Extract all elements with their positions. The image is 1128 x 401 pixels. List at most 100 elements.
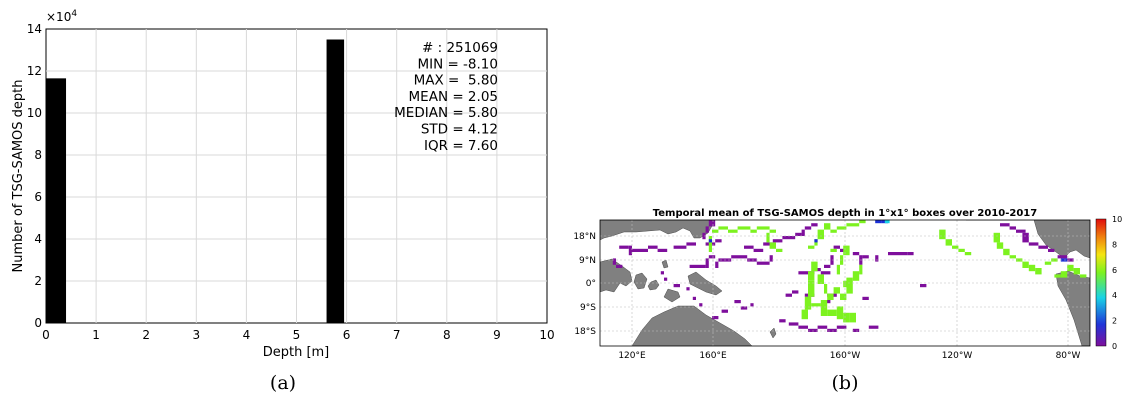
mid-value-cell: [824, 223, 831, 230]
mid-value-cell: [728, 229, 738, 233]
low-value-cell: [689, 264, 706, 268]
map-content: [600, 220, 1090, 346]
mid-value-cell: [1073, 268, 1080, 275]
mid-value-cell: [827, 293, 834, 300]
y-tick-labels: 0 2 4 6 8 10 12 14: [27, 22, 42, 330]
y-tick-label: 12: [27, 64, 42, 78]
low-value-cell: [1038, 245, 1048, 249]
mid-value-cell: [843, 280, 850, 288]
low-value-cell: [852, 328, 860, 332]
mid-value-cell: [817, 274, 824, 284]
low-value-cell: [686, 242, 696, 246]
y-tick-label: 10: [27, 106, 42, 120]
mid-value-cell: [817, 229, 824, 240]
low-value-cell: [833, 245, 840, 249]
mid-value-cell: [1060, 271, 1068, 278]
low-value-cell: [734, 300, 741, 304]
mid-value-cell: [776, 248, 783, 252]
colorbar-tick-label: 4: [1112, 291, 1117, 300]
stat-line: MEDIAN = 5.80: [394, 105, 498, 121]
histogram-bar-1: [46, 78, 67, 323]
map-frame: [599, 219, 1091, 347]
low-value-cell: [715, 261, 719, 268]
mid-value-cell: [808, 280, 815, 297]
low-value-cell: [798, 271, 815, 275]
colorbar-tick-label: 2: [1112, 317, 1117, 326]
low-value-cell: [772, 239, 783, 243]
cyan-value-cell: [884, 220, 890, 224]
mid-value-cell: [859, 220, 866, 224]
x-tick-label: 2: [142, 328, 150, 342]
mid-value-cell: [1080, 274, 1087, 278]
low-value-cell: [616, 264, 623, 268]
low-value-cell: [798, 325, 808, 329]
mid-value-cell: [846, 223, 860, 227]
low-value-cell: [824, 264, 831, 268]
x-tick-label: 1: [92, 328, 100, 342]
histogram-bars: [46, 39, 345, 323]
low-value-cell: [756, 261, 770, 265]
mid-value-cell: [830, 248, 837, 252]
low-value-cell: [648, 245, 658, 249]
low-value-cell: [708, 220, 716, 227]
mid-value-cell: [824, 284, 828, 294]
mid-value-cell: [756, 226, 770, 230]
mid-value-cell: [1035, 268, 1042, 275]
low-value-cell: [808, 328, 818, 332]
low-value-cell: [862, 296, 869, 300]
high-value-cell: [875, 220, 882, 224]
longitude-label: 120°E: [618, 351, 646, 361]
mid-value-cell: [766, 232, 770, 243]
mid-value-cell: [958, 248, 965, 252]
latitude-label: 9°S: [580, 303, 596, 313]
mid-value-cell: [830, 229, 837, 233]
latitude-labels: 18°N 9°N 0° 9°S 18°S: [573, 232, 596, 337]
y-tick-label: 8: [34, 148, 42, 162]
mid-value-cell: [993, 232, 1000, 243]
low-value-cell: [888, 252, 908, 256]
longitude-labels: 120°E 160°E 160°W 120°W 80°W: [618, 351, 1080, 361]
mid-value-cell: [1009, 255, 1016, 259]
low-value-cell: [705, 226, 709, 233]
mid-value-cell: [769, 242, 776, 249]
map-title: Temporal mean of TSG-SAMOS depth in 1°x1…: [653, 208, 1038, 219]
stat-line: MEAN = 2.05: [409, 89, 498, 105]
y-tick-label: 14: [27, 22, 42, 36]
mid-value-cell: [808, 271, 815, 281]
low-value-cell: [1048, 248, 1055, 252]
low-value-cell: [712, 316, 719, 320]
colorbar: [1095, 218, 1107, 347]
low-value-cell: [763, 242, 773, 246]
low-value-cell: [811, 223, 818, 227]
low-value-cell: [804, 226, 812, 230]
low-value-cell: [1057, 255, 1068, 259]
low-value-cell: [1009, 226, 1016, 230]
mid-value-cell: [1067, 264, 1074, 272]
mid-value-cell: [939, 229, 946, 240]
y-tick-label: 4: [34, 232, 42, 246]
low-value-cell: [820, 271, 831, 275]
low-value-cell: [785, 293, 792, 297]
low-value-cell: [619, 245, 629, 249]
low-value-cell: [1022, 232, 1029, 243]
low-value-cell: [628, 245, 632, 256]
low-value-cell: [1067, 258, 1074, 262]
mid-value-cell: [811, 303, 821, 307]
mid-value-cell: [801, 309, 808, 320]
mid-value-cell: [804, 296, 812, 310]
low-value-cell: [1016, 229, 1026, 233]
mid-value-cell: [836, 226, 847, 230]
mid-value-cell: [952, 245, 959, 249]
longitude-label: 160°W: [830, 351, 861, 361]
x-axis-label: Depth [m]: [263, 345, 330, 360]
mid-value-cell: [811, 261, 818, 272]
longitude-label: 80°W: [1056, 351, 1081, 361]
x-tick-label: 0: [42, 328, 50, 342]
y-tick-label: 6: [34, 190, 42, 204]
y-tick-label: 2: [34, 274, 42, 288]
low-value-cell: [657, 248, 668, 252]
low-value-cell: [769, 255, 773, 262]
stat-line: MIN = -8.10: [417, 56, 498, 72]
low-value-cell: [862, 255, 869, 259]
mid-value-cell: [808, 245, 815, 249]
